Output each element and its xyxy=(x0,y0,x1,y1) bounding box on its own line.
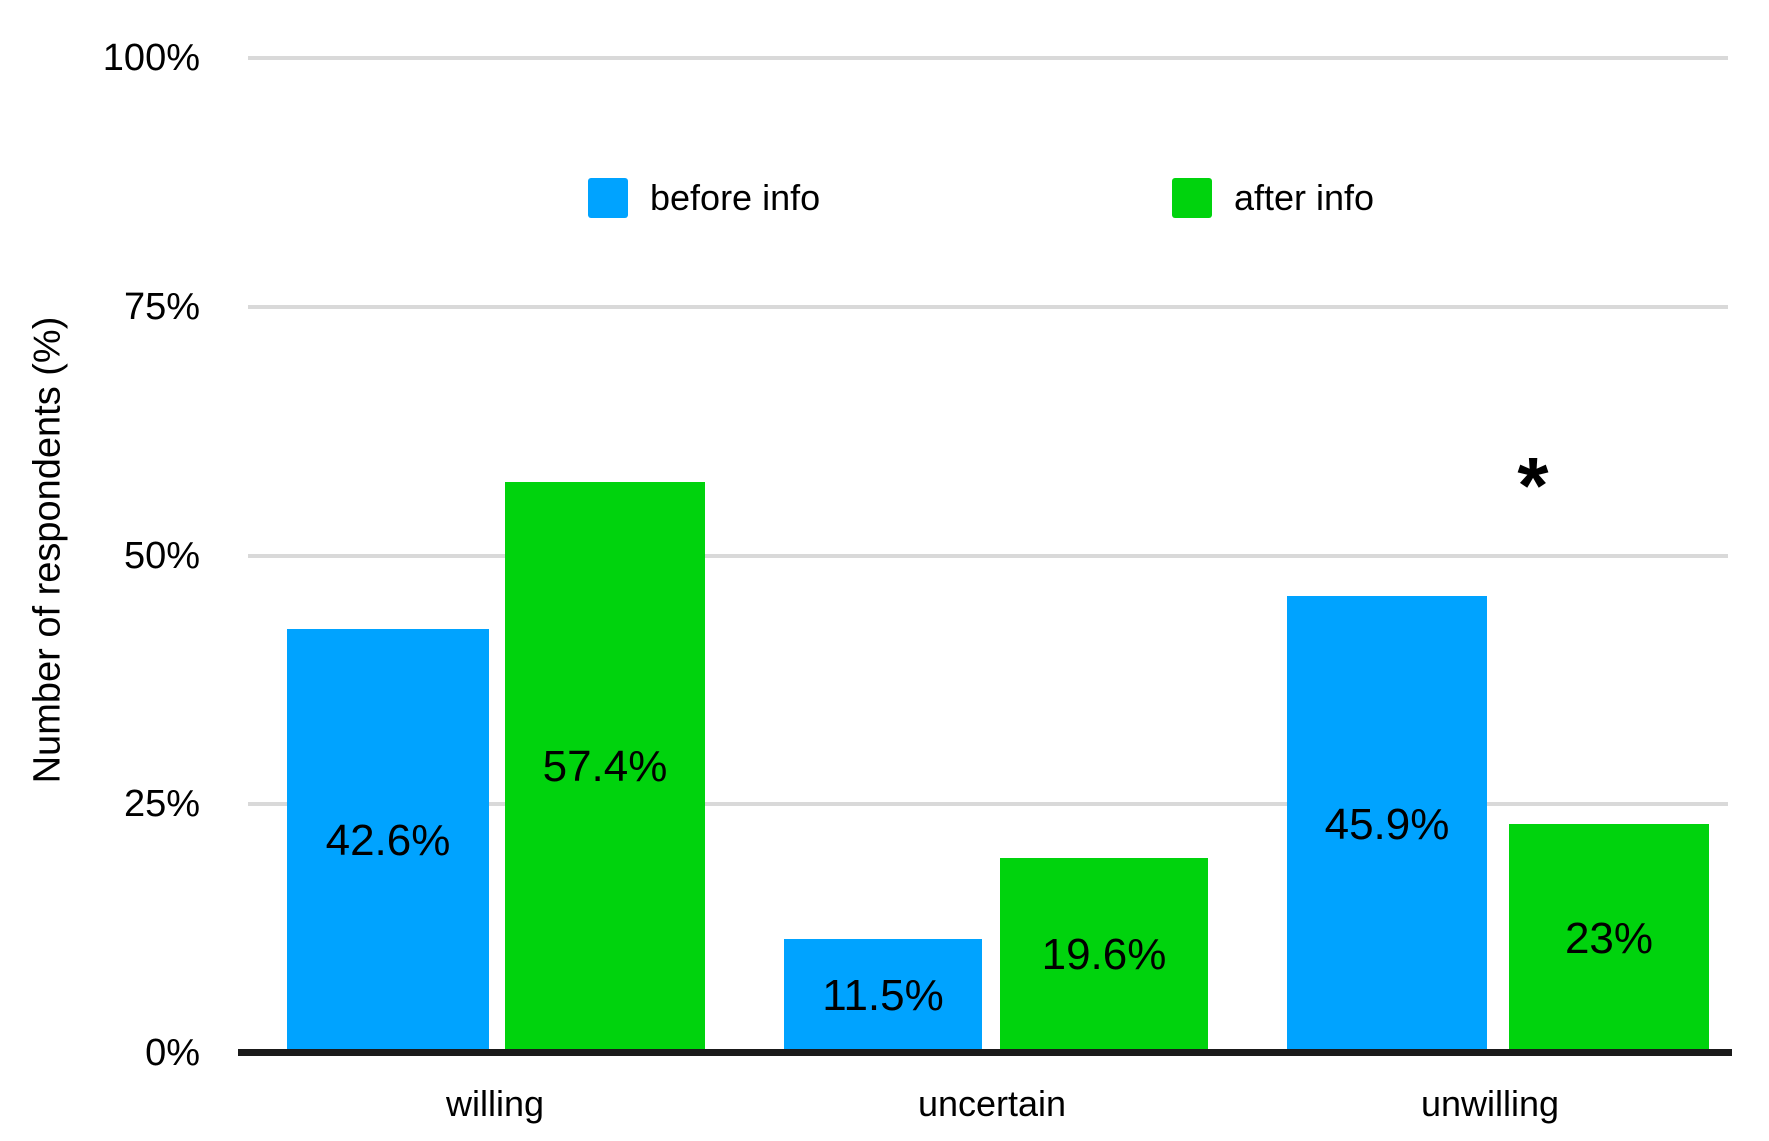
gridline-50 xyxy=(248,553,1728,558)
bar-before-info-unwilling: 45.9% xyxy=(1287,596,1487,1053)
x-axis-line xyxy=(238,1049,1732,1056)
bar-value-label: 42.6% xyxy=(325,816,451,866)
gridline-100 xyxy=(248,56,1728,60)
bar-after-info-willing: 57.4% xyxy=(505,481,705,1053)
legend-swatch-before-info xyxy=(588,178,628,218)
gridline-75 xyxy=(248,304,1728,309)
legend-label-before-info: before info xyxy=(650,177,821,218)
legend-item-after-info: after info xyxy=(1172,176,1374,220)
bar-value-label: 11.5% xyxy=(822,970,944,1020)
y-tick-75: 75% xyxy=(123,286,200,328)
gridline-25 xyxy=(248,802,1728,807)
bar-before-info-uncertain: 11.5% xyxy=(784,938,982,1053)
bar-value-label: 45.9% xyxy=(1324,799,1450,849)
y-tick-0: 0% xyxy=(145,1032,200,1074)
category-label-unwilling: unwilling xyxy=(1420,1083,1560,1124)
bar-value-label: 57.4% xyxy=(542,742,668,792)
y-tick-100: 100% xyxy=(102,37,200,79)
bar-value-label: 19.6% xyxy=(1041,930,1167,980)
y-tick-50: 50% xyxy=(123,535,200,577)
category-label-uncertain: uncertain xyxy=(917,1083,1067,1124)
plot-area: 42.6% 57.4% 11.5% 19.6% 45.9% 23% xyxy=(248,56,1728,1053)
bar-after-info-uncertain: 19.6% xyxy=(1000,857,1208,1053)
significance-asterisk: * xyxy=(1517,441,1549,530)
legend-label-after-info: after info xyxy=(1234,177,1375,218)
category-label-willing: willing xyxy=(445,1083,545,1124)
legend-swatch-after-info xyxy=(1172,178,1212,218)
bar-before-info-willing: 42.6% xyxy=(287,629,489,1053)
y-tick-25: 25% xyxy=(123,783,200,825)
bar-value-label: 23% xyxy=(1564,913,1654,963)
legend-item-before-info: before info xyxy=(588,176,820,220)
bar-after-info-unwilling: 23% xyxy=(1509,824,1709,1053)
